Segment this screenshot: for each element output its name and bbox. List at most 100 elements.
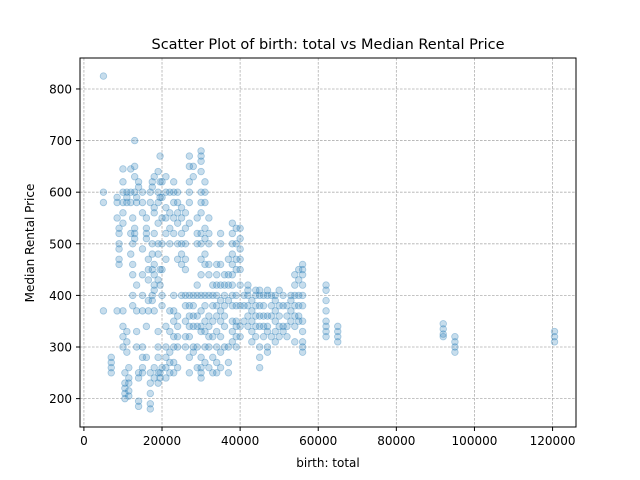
scatter-point [205,332,213,341]
scatter-point [439,332,447,341]
scatter-point [322,322,330,331]
scatter-point [138,307,147,315]
scatter-point [228,229,237,238]
scatter-point [201,250,209,258]
y-tick-label: 800 [49,82,72,96]
scatter-point [216,229,225,238]
scatter-point [181,224,190,233]
scatter-point [99,198,108,207]
scatter-point [550,327,559,336]
y-tick-label: 300 [49,341,72,355]
scatter-point [148,265,156,274]
y-tick-label: 400 [49,289,72,303]
scatter-point [259,291,268,300]
scatter-point [224,358,233,367]
scatter-point [185,302,194,310]
scatter-point [113,307,121,315]
scatter-point [220,322,229,331]
scatter-point [166,209,174,217]
scatter-point [291,322,299,331]
scatter-point [142,229,151,238]
scatter-point [185,219,194,227]
scatter-point [129,271,137,279]
scatter-point [224,343,233,351]
scatter-point [197,240,205,248]
scatter-point [121,369,129,377]
scatter-point [283,322,291,331]
scatter-point [271,291,279,300]
scatter-point [158,193,166,202]
scatter-point [201,327,209,336]
scatter-point [209,353,217,362]
scatter-point [150,209,158,217]
scatter-point [156,193,164,202]
scatter-point [201,188,209,196]
scatter-point [146,369,154,377]
scatter-point [205,343,213,351]
scatter-point [189,348,197,356]
scatter-point [255,312,264,320]
scatter-point [439,325,447,333]
scatter-point [205,271,213,279]
scatter-point [228,260,237,269]
scatter-point [263,348,272,356]
scatter-point [259,322,268,331]
scatter-point [220,302,229,310]
scatter-point [148,178,156,186]
scatter-point [298,265,307,274]
scatter-point [170,307,178,315]
scatter-point [322,281,330,289]
scatter-point [271,307,279,315]
scatter-point [119,307,127,315]
scatter-point [181,209,190,217]
scatter-point [144,255,153,263]
scatter-point [154,250,162,258]
scatter-point [220,291,229,300]
scatter-point [150,260,158,269]
scatter-point [189,312,197,320]
scatter-point [144,276,153,284]
scatter-point [271,296,279,305]
scatter-point [295,302,303,310]
scatter-point [298,317,307,325]
scatter-point [248,296,256,305]
scatter-point [173,363,182,372]
scatter-point [298,281,307,289]
scatter-point [173,209,182,217]
scatter-point [170,214,178,222]
scatter-point [298,260,307,269]
scatter-point [197,327,205,336]
chart-title: Scatter Plot of birth: total vs Median R… [152,37,505,53]
grid-lines [80,58,576,427]
scatter-point [295,312,303,320]
scatter-point [144,265,153,274]
scatter-point [123,327,131,336]
scatter-point [123,198,131,207]
scatter-point [291,271,299,279]
scatter-point [148,240,156,248]
scatter-point [177,240,186,248]
scatter-point [146,405,154,413]
x-tick-label: 80000 [377,434,415,448]
scatter-point [228,327,237,336]
scatter-point [228,338,237,346]
scatter-point [138,188,147,196]
scatter-point [144,307,153,315]
scatter-point [205,214,213,222]
scatter-point [205,229,213,238]
scatter-point [216,240,225,248]
scatter-point [123,338,131,346]
scatter-point [212,369,221,377]
scatter-point [271,338,279,346]
scatter-point [138,291,147,300]
scatter-point [107,358,115,367]
scatter-point [228,271,237,279]
scatter-point [154,276,162,284]
scatter-point [177,214,186,222]
scatter-point [146,188,154,196]
scatter-point [298,327,307,336]
scatter-point [154,167,162,176]
scatter-point [267,312,276,320]
scatter-point [209,302,217,310]
scatter-point [201,234,209,243]
